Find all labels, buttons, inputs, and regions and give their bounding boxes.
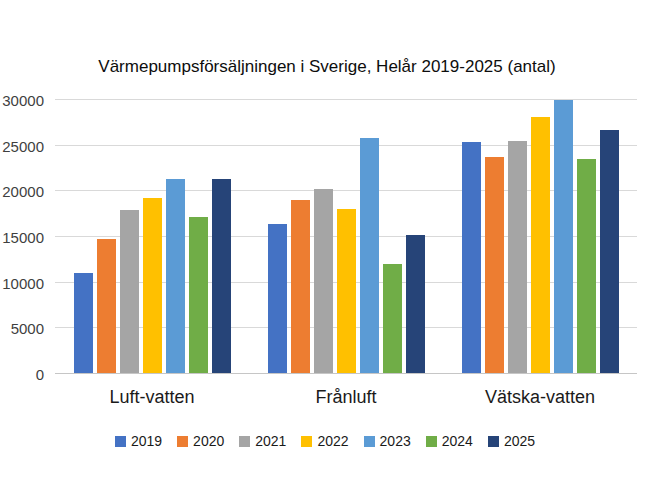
bar-2023-2	[360, 138, 379, 373]
bar-2021-1	[120, 210, 139, 373]
legend-label: 2023	[380, 433, 411, 449]
y-tick-label: 10000	[2, 274, 44, 291]
bar-groups	[55, 100, 637, 373]
category-label: Frånluft	[268, 387, 425, 408]
x-axis-line	[55, 373, 637, 374]
legend-label: 2020	[193, 433, 224, 449]
legend-item-2023: 2023	[364, 433, 411, 449]
legend-item-2025: 2025	[488, 433, 535, 449]
legend: 2019 2020 2021 2022 2023 2024 2025	[0, 433, 650, 449]
bar-2019-3	[462, 142, 481, 373]
bar-2022-1	[143, 198, 162, 373]
legend-item-2022: 2022	[301, 433, 348, 449]
legend-item-2020: 2020	[177, 433, 224, 449]
bar-2024-1	[189, 217, 208, 373]
legend-swatch-icon	[301, 436, 312, 447]
legend-label: 2019	[131, 433, 162, 449]
bar-2020-1	[97, 239, 116, 373]
bar-2023-3	[554, 100, 573, 373]
bar-2023-1	[166, 179, 185, 374]
y-tick-label: 30000	[2, 92, 44, 109]
bar-2025-3	[600, 130, 619, 373]
bar-2025-2	[406, 235, 425, 373]
bar-2024-2	[383, 264, 402, 373]
legend-swatch-icon	[177, 436, 188, 447]
legend-swatch-icon	[239, 436, 250, 447]
y-tick-label: 25000	[2, 137, 44, 154]
legend-swatch-icon	[426, 436, 437, 447]
y-tick-label: 15000	[2, 229, 44, 246]
bar-2020-2	[291, 200, 310, 373]
legend-item-2024: 2024	[426, 433, 473, 449]
bar-2019-1	[74, 273, 93, 374]
legend-swatch-icon	[488, 436, 499, 447]
legend-label: 2025	[504, 433, 535, 449]
legend-label: 2022	[317, 433, 348, 449]
legend-swatch-icon	[364, 436, 375, 447]
y-tick-label: 0	[36, 366, 44, 383]
legend-label: 2021	[255, 433, 286, 449]
category-label: Vätska-vatten	[462, 387, 619, 408]
chart-title: Värmepumpsförsäljningen i Sverige, Helår…	[20, 55, 634, 79]
y-tick-label: 20000	[2, 183, 44, 200]
bar-2021-2	[314, 189, 333, 373]
chart-frame: Värmepumpsförsäljningen i Sverige, Helår…	[0, 0, 650, 500]
bar-group-v-tska-vatten	[462, 100, 619, 373]
bar-2022-3	[531, 117, 550, 373]
plot-area	[55, 100, 637, 374]
x-axis: Luft-vatten Frånluft Vätska-vatten	[55, 387, 637, 408]
bar-group-fr-nluft	[268, 100, 425, 373]
legend-item-2021: 2021	[239, 433, 286, 449]
bar-2022-2	[337, 209, 356, 373]
bar-group-luft-vatten	[74, 100, 231, 373]
y-axis: 050001000015000200002500030000	[0, 100, 44, 374]
bar-2024-3	[577, 159, 596, 373]
legend-label: 2024	[442, 433, 473, 449]
legend-item-2019: 2019	[115, 433, 162, 449]
legend-swatch-icon	[115, 436, 126, 447]
category-label: Luft-vatten	[74, 387, 231, 408]
bar-2020-3	[485, 157, 504, 374]
bar-2025-1	[212, 179, 231, 373]
bar-2019-2	[268, 224, 287, 373]
y-tick-label: 5000	[11, 320, 44, 337]
bar-2021-3	[508, 141, 527, 373]
